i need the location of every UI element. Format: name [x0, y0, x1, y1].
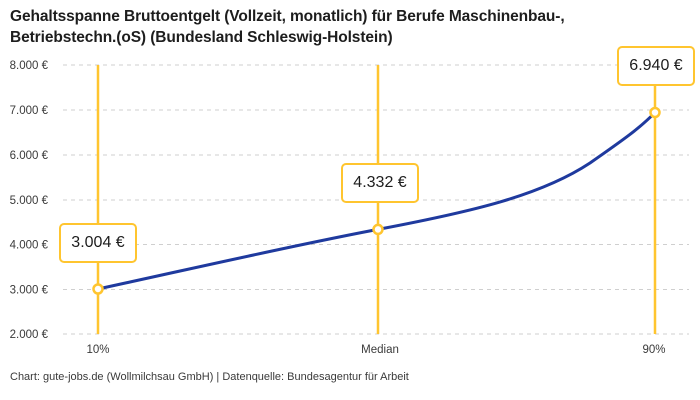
chart-credit: Chart: gute-jobs.de (Wollmilchsau GmbH) … [10, 371, 409, 383]
value-label-median-text: 4.332 € [353, 174, 407, 191]
chart-title: Gehaltsspanne Bruttoentgelt (Vollzeit, m… [10, 6, 565, 48]
y-tick-label: 6.000 € [10, 150, 49, 162]
y-axis-labels: 8.000 € 7.000 € 6.000 € 5.000 € 4.000 € … [10, 60, 49, 341]
y-tick-label: 4.000 € [10, 240, 49, 252]
x-tick-label-10: 10% [86, 344, 109, 356]
data-point-90 [649, 106, 661, 119]
chart-title-line2: Betriebstechn.(oS) (Bundesland Schleswig… [10, 29, 393, 46]
y-gridlines [63, 64, 689, 335]
value-label-10: 3.004 € [59, 223, 137, 263]
value-label-90-text: 6.940 € [629, 57, 683, 74]
value-label-90: 6.940 € [617, 46, 695, 86]
y-tick-label: 7.000 € [10, 105, 49, 117]
x-axis-labels: 10% Median 90% [86, 344, 665, 356]
y-tick-label: 5.000 € [10, 195, 49, 207]
chart-title-line1: Gehaltsspanne Bruttoentgelt (Vollzeit, m… [10, 8, 565, 25]
data-point-10 [92, 283, 104, 295]
y-tick-label: 3.000 € [10, 285, 49, 297]
salary-curve [96, 111, 657, 291]
y-tick-label: 2.000 € [10, 329, 49, 341]
y-tick-label: 8.000 € [10, 60, 49, 72]
value-label-median: 4.332 € [341, 163, 419, 203]
x-tick-label-median: Median [361, 344, 399, 356]
data-point-markers [92, 106, 661, 295]
value-label-10-text: 3.004 € [71, 234, 125, 251]
data-point-median [372, 223, 384, 236]
x-tick-label-90: 90% [642, 344, 665, 356]
